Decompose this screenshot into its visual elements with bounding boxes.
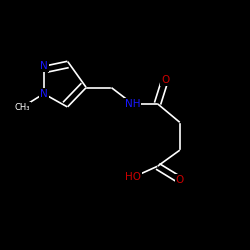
Text: N: N	[40, 61, 48, 71]
Text: HO: HO	[124, 172, 140, 182]
Text: O: O	[161, 75, 169, 85]
Text: N: N	[40, 89, 48, 99]
Text: NH: NH	[125, 99, 140, 109]
Text: O: O	[176, 175, 184, 185]
Text: CH₃: CH₃	[15, 102, 30, 112]
